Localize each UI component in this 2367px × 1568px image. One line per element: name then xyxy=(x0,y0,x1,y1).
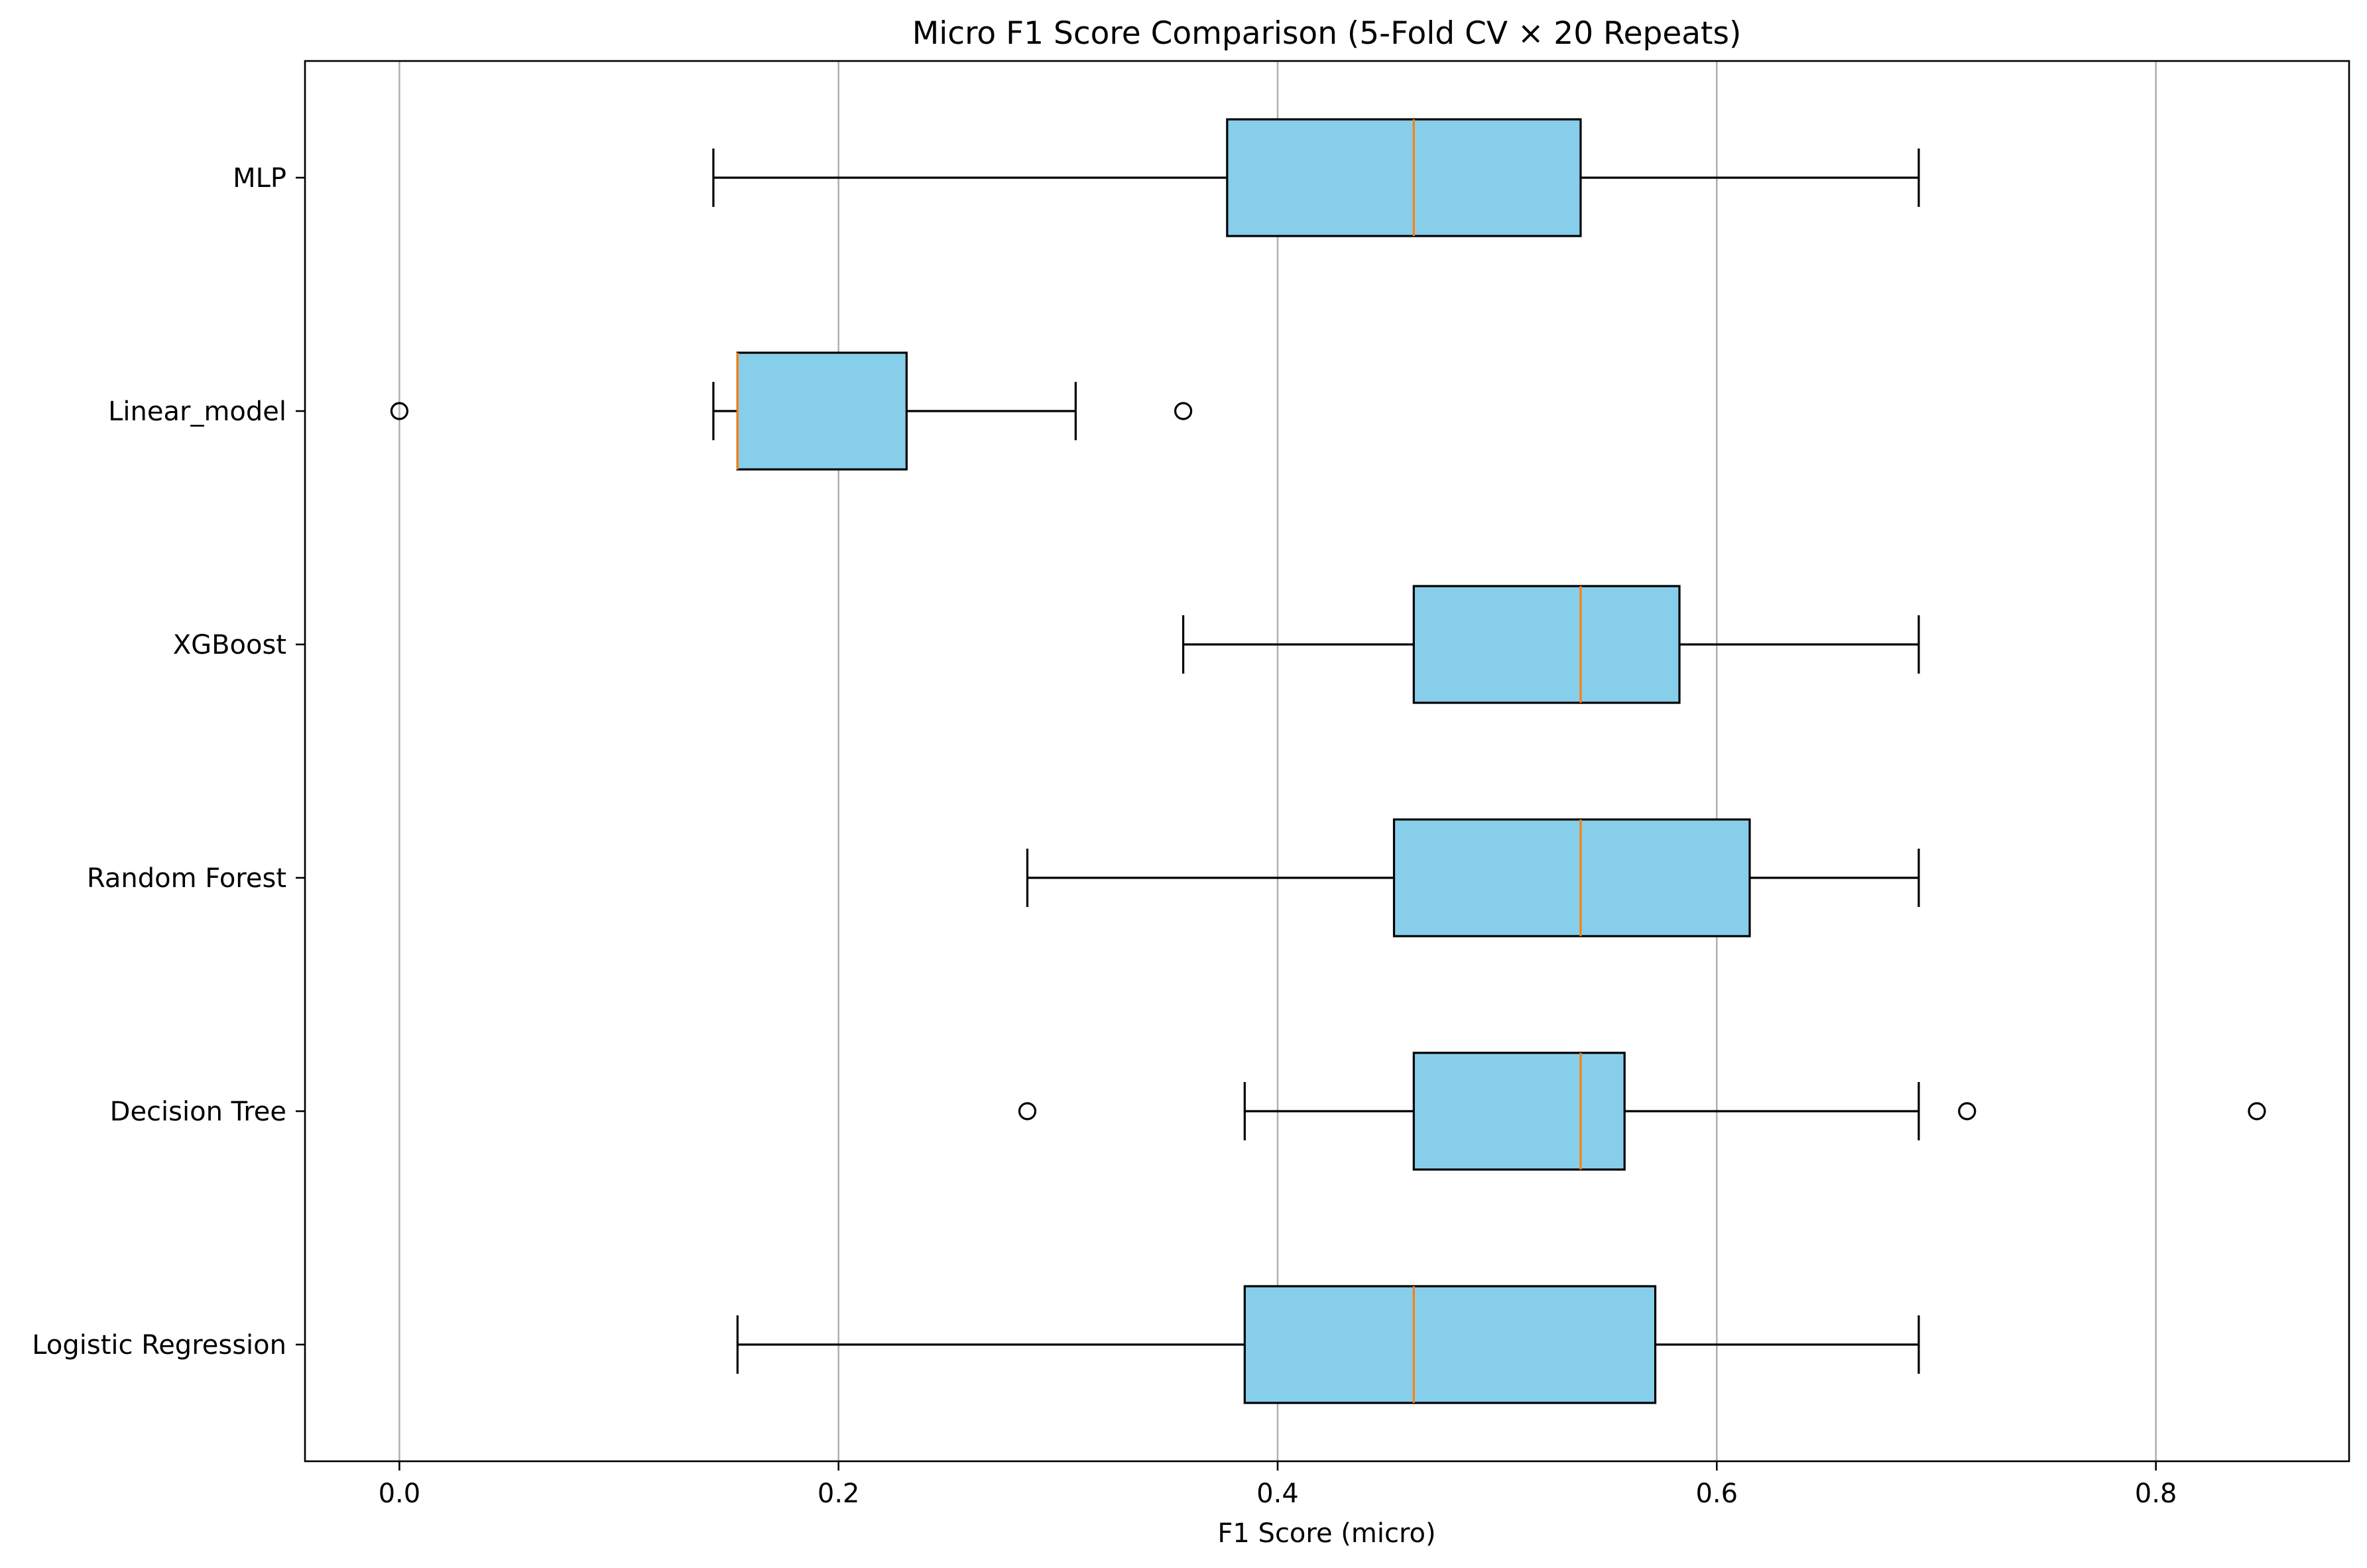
x-tick-label: 0.8 xyxy=(2135,1478,2177,1509)
y-tick-label: Random Forest xyxy=(87,863,286,894)
x-tick-label: 0.2 xyxy=(818,1478,860,1509)
boxplot-logistic-regression xyxy=(736,1285,1920,1404)
y-axis-ticks: Logistic Regression Decision Tree Random F… xyxy=(32,163,305,1360)
x-axis-ticks: 0.0 0.2 0.4 0.6 0.8 xyxy=(379,1461,2177,1509)
boxplot-random-forest xyxy=(1026,818,1920,937)
boxplot-mlp xyxy=(712,118,1920,237)
plot-frame xyxy=(304,60,2350,1463)
boxplots xyxy=(390,118,2266,1404)
boxplot-linear-model xyxy=(390,351,1193,471)
box-iqr xyxy=(1243,1285,1657,1404)
box-iqr xyxy=(736,351,908,471)
box-iqr xyxy=(1226,118,1582,237)
gridlines xyxy=(398,61,2157,1461)
outlier-point xyxy=(2248,1102,2266,1120)
y-tick-label: Logistic Regression xyxy=(32,1330,286,1360)
box-iqr xyxy=(1412,1052,1626,1171)
y-tick-label: Decision Tree xyxy=(110,1097,286,1127)
x-tick-label: 0.6 xyxy=(1695,1478,1738,1509)
y-tick-label: MLP xyxy=(233,163,286,194)
y-tick-label: XGBoost xyxy=(173,630,286,660)
outlier-point xyxy=(1174,402,1193,420)
box-iqr xyxy=(1392,818,1751,937)
box-iqr xyxy=(1412,585,1681,704)
x-tick-label: 0.4 xyxy=(1256,1478,1299,1509)
outlier-point xyxy=(1018,1102,1037,1120)
chart-title: Micro F1 Score Comparison (5-Fold CV × 2… xyxy=(912,15,1742,52)
x-axis-label: F1 Score (micro) xyxy=(1217,1518,1435,1549)
x-tick-label: 0.0 xyxy=(379,1478,421,1509)
outlier-point xyxy=(1958,1102,1976,1120)
boxplot-decision-tree xyxy=(1018,1052,2266,1171)
boxplot-xgboost xyxy=(1182,585,1920,704)
outlier-point xyxy=(390,402,408,420)
y-tick-label: Linear_model xyxy=(108,396,286,427)
